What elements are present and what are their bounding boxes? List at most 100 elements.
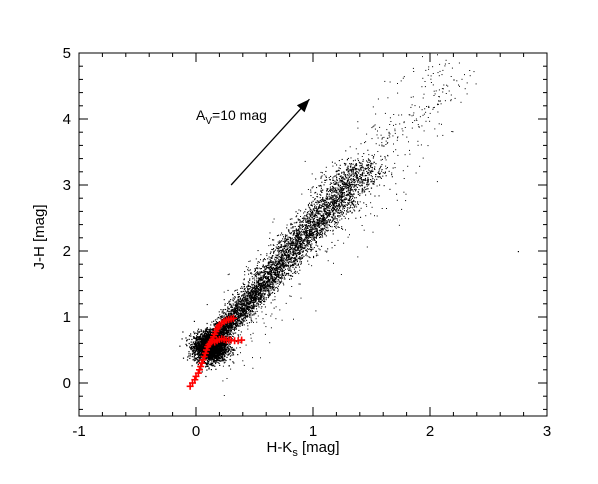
data-point: [244, 310, 246, 312]
data-point: [241, 302, 243, 304]
data-point: [179, 345, 181, 347]
data-point: [321, 199, 323, 201]
data-point: [260, 254, 262, 256]
data-point: [266, 280, 268, 282]
data-point: [313, 210, 315, 212]
data-point: [203, 330, 205, 332]
data-point: [196, 339, 198, 341]
data-point: [244, 304, 246, 306]
data-point: [253, 284, 255, 286]
data-point: [218, 353, 220, 355]
data-point: [295, 242, 297, 244]
data-point: [307, 227, 309, 229]
data-point: [301, 217, 303, 219]
data-point: [188, 351, 190, 353]
data-point: [346, 174, 348, 176]
data-point: [253, 274, 255, 276]
data-point: [352, 201, 354, 203]
data-point: [233, 327, 235, 329]
data-point: [278, 267, 280, 269]
data-point: [232, 352, 234, 354]
data-point: [353, 193, 355, 195]
data-point: [238, 315, 240, 317]
data-point: [308, 202, 310, 204]
data-point: [359, 209, 361, 211]
data-point: [341, 205, 343, 207]
data-point: [217, 361, 219, 363]
data-point: [259, 300, 261, 302]
data-point: [222, 356, 224, 358]
data-point: [306, 244, 308, 246]
data-point: [208, 362, 210, 364]
data-point: [359, 162, 361, 164]
data-point: [304, 237, 306, 239]
data-point: [372, 181, 374, 183]
data-point: [326, 207, 328, 209]
data-point: [321, 219, 323, 221]
data-point: [382, 175, 384, 177]
data-point: [342, 208, 344, 210]
data-point: [295, 211, 297, 213]
data-point: [331, 196, 333, 198]
data-point: [237, 354, 239, 356]
data-point: [320, 194, 322, 196]
data-point: [264, 277, 266, 279]
data-point: [294, 238, 296, 240]
data-point: [200, 330, 202, 333]
data-point: [221, 347, 223, 349]
data-point: [309, 241, 311, 243]
data-point: [193, 360, 195, 362]
data-point: [359, 195, 361, 197]
data-point: [329, 183, 331, 185]
data-point: [354, 168, 356, 170]
data-point: [276, 269, 278, 271]
data-point: [185, 337, 187, 339]
data-point: [343, 162, 345, 164]
data-point: [341, 171, 343, 173]
data-point: [198, 345, 200, 348]
data-point: [229, 343, 231, 346]
data-point: [301, 246, 303, 248]
data-point: [197, 328, 200, 330]
data-point: [254, 288, 256, 290]
data-point: [332, 202, 334, 204]
data-point: [197, 353, 199, 355]
data-point: [197, 337, 199, 339]
data-point: [217, 316, 219, 318]
data-point: [217, 350, 219, 352]
data-point: [314, 224, 316, 226]
data-point: [219, 360, 221, 362]
data-point: [241, 294, 243, 296]
data-point: [205, 357, 207, 359]
data-point: [316, 224, 318, 226]
data-point: [212, 332, 214, 334]
data-point: [355, 165, 357, 167]
data-point: [268, 295, 270, 297]
data-point: [301, 238, 303, 240]
data-point: [200, 333, 202, 335]
data-point: [223, 362, 225, 364]
data-point: [244, 320, 246, 322]
data-point: [225, 353, 227, 355]
data-point: [287, 244, 289, 246]
data-point: [226, 310, 228, 312]
data-point: [252, 314, 254, 316]
data-point: [341, 178, 343, 180]
data-point: [246, 319, 248, 321]
data-point: [279, 271, 281, 273]
data-point: [284, 245, 286, 247]
data-point: [352, 179, 354, 181]
data-point: [324, 233, 326, 235]
data-point: [220, 347, 222, 349]
data-point: [304, 219, 306, 221]
data-point: [288, 264, 290, 266]
data-point: [381, 169, 383, 171]
data-point: [227, 329, 229, 331]
data-point: [215, 349, 217, 351]
data-point: [348, 173, 350, 175]
data-point: [327, 197, 329, 199]
data-point: [232, 328, 234, 330]
data-point: [352, 171, 354, 173]
data-point: [241, 315, 243, 317]
data-point: [227, 327, 229, 329]
